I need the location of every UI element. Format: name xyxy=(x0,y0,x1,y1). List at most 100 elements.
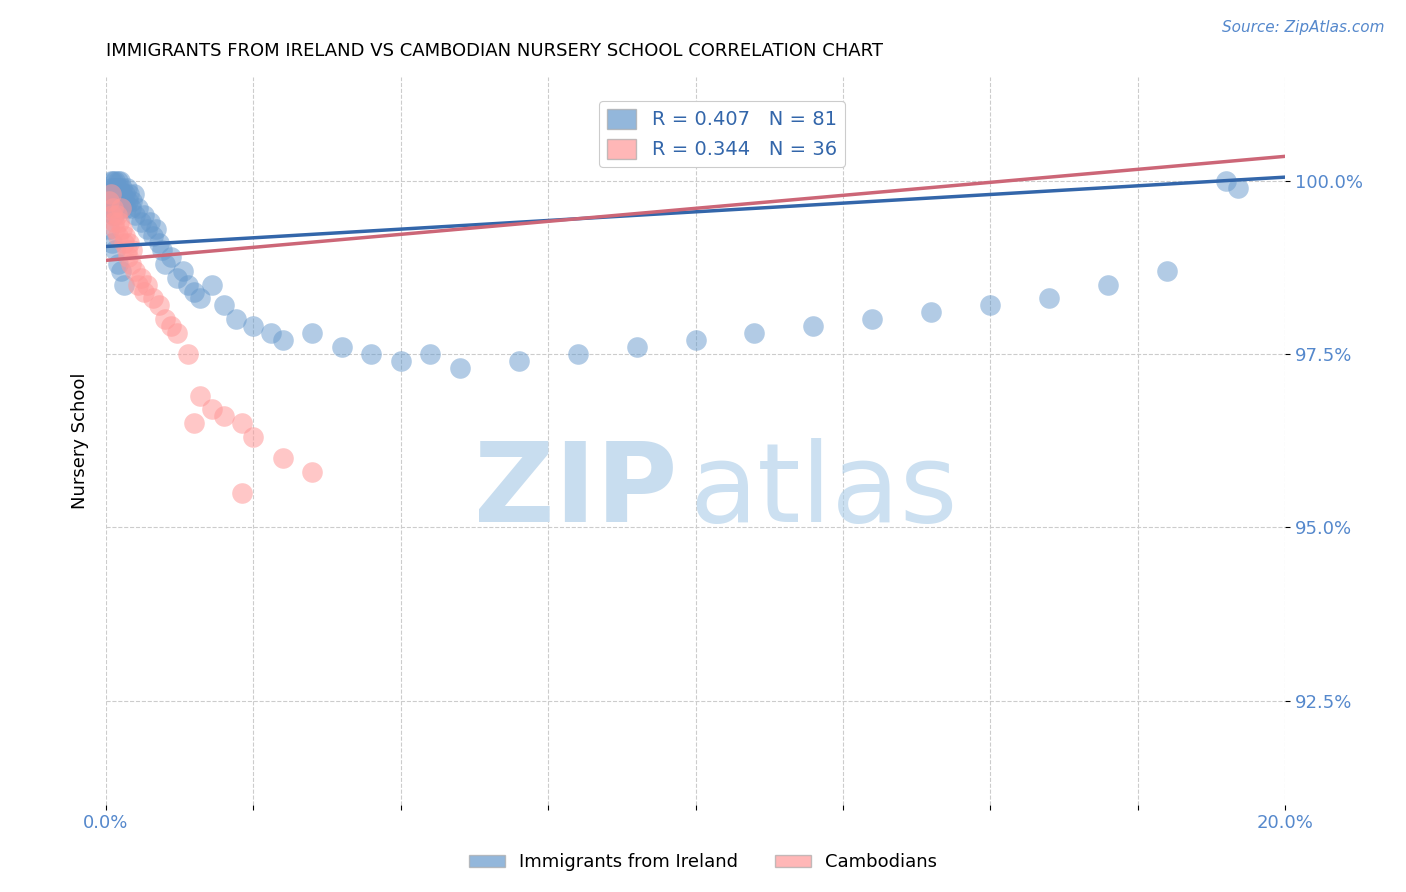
Point xyxy=(120,202,142,216)
Point xyxy=(100,180,122,194)
Point xyxy=(271,333,294,347)
Point xyxy=(188,388,211,402)
Point xyxy=(108,173,131,187)
Point xyxy=(201,277,224,292)
Point xyxy=(449,360,471,375)
Point xyxy=(107,194,129,209)
Point xyxy=(112,277,135,292)
Point xyxy=(1038,292,1060,306)
Point xyxy=(108,215,131,229)
Point xyxy=(153,257,176,271)
Point xyxy=(115,202,138,216)
Point xyxy=(111,187,134,202)
Point xyxy=(98,202,121,216)
Point xyxy=(110,194,132,209)
Point xyxy=(201,402,224,417)
Point xyxy=(803,319,825,334)
Point xyxy=(124,264,146,278)
Point xyxy=(100,187,122,202)
Point xyxy=(129,215,152,229)
Y-axis label: Nursery School: Nursery School xyxy=(72,372,89,508)
Point xyxy=(419,347,441,361)
Point xyxy=(107,257,129,271)
Point xyxy=(105,180,128,194)
Point xyxy=(101,173,124,187)
Point xyxy=(101,194,124,209)
Point xyxy=(166,270,188,285)
Point xyxy=(979,298,1001,312)
Point xyxy=(114,187,136,202)
Point xyxy=(100,173,122,187)
Point xyxy=(115,180,138,194)
Point xyxy=(105,187,128,202)
Point xyxy=(139,215,162,229)
Point xyxy=(231,485,253,500)
Point xyxy=(97,194,120,209)
Point xyxy=(920,305,942,319)
Text: atlas: atlas xyxy=(689,438,957,545)
Point xyxy=(389,354,412,368)
Point xyxy=(183,417,205,431)
Point xyxy=(118,187,141,202)
Point xyxy=(122,187,145,202)
Point xyxy=(108,180,131,194)
Point xyxy=(110,202,132,216)
Text: ZIP: ZIP xyxy=(474,438,678,545)
Point xyxy=(159,250,181,264)
Point xyxy=(112,194,135,209)
Legend: R = 0.407   N = 81, R = 0.344   N = 36: R = 0.407 N = 81, R = 0.344 N = 36 xyxy=(599,101,845,167)
Point xyxy=(111,222,134,236)
Point xyxy=(118,235,141,250)
Point xyxy=(103,215,125,229)
Point xyxy=(1097,277,1119,292)
Point xyxy=(104,173,127,187)
Point xyxy=(104,222,127,236)
Point xyxy=(188,292,211,306)
Point xyxy=(97,187,120,202)
Point xyxy=(177,277,200,292)
Point xyxy=(107,173,129,187)
Point xyxy=(104,194,127,209)
Point xyxy=(177,347,200,361)
Point xyxy=(120,257,142,271)
Point xyxy=(129,270,152,285)
Point xyxy=(212,409,235,424)
Point xyxy=(166,326,188,340)
Point xyxy=(101,235,124,250)
Point xyxy=(145,222,167,236)
Point xyxy=(685,333,707,347)
Point xyxy=(115,243,138,257)
Point xyxy=(101,202,124,216)
Point xyxy=(1227,180,1250,194)
Point xyxy=(242,430,264,444)
Point xyxy=(117,250,139,264)
Point xyxy=(242,319,264,334)
Point xyxy=(148,235,170,250)
Point xyxy=(225,312,247,326)
Point xyxy=(103,180,125,194)
Point xyxy=(159,319,181,334)
Point xyxy=(172,264,194,278)
Point xyxy=(567,347,589,361)
Point xyxy=(105,208,128,222)
Text: IMMIGRANTS FROM IRELAND VS CAMBODIAN NURSERY SCHOOL CORRELATION CHART: IMMIGRANTS FROM IRELAND VS CAMBODIAN NUR… xyxy=(105,42,883,60)
Point xyxy=(744,326,766,340)
Point xyxy=(1156,264,1178,278)
Point xyxy=(107,229,129,244)
Point xyxy=(508,354,530,368)
Point xyxy=(301,326,323,340)
Point xyxy=(110,202,132,216)
Point xyxy=(150,243,173,257)
Point xyxy=(148,298,170,312)
Point xyxy=(260,326,283,340)
Point xyxy=(117,194,139,209)
Point xyxy=(330,340,353,354)
Point xyxy=(110,264,132,278)
Point xyxy=(103,208,125,222)
Point xyxy=(104,243,127,257)
Point xyxy=(142,292,165,306)
Point xyxy=(626,340,648,354)
Point xyxy=(127,277,149,292)
Point xyxy=(142,229,165,244)
Legend: Immigrants from Ireland, Cambodians: Immigrants from Ireland, Cambodians xyxy=(461,847,945,879)
